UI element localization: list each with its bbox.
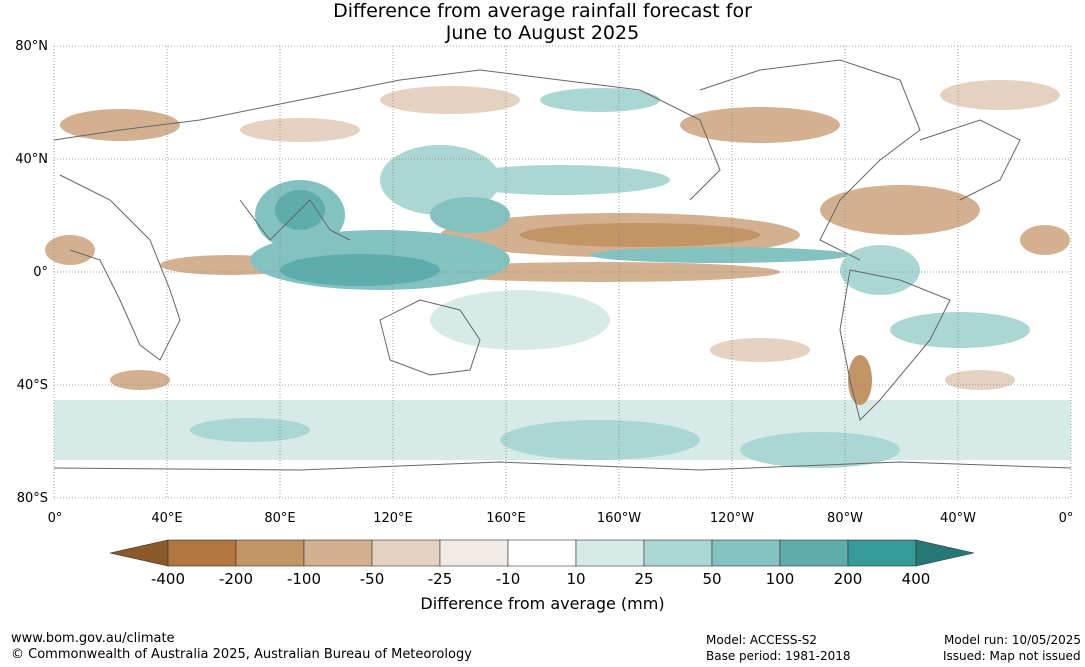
colorbar-segment: [711, 539, 781, 567]
colorbar-tick-label: -25: [427, 570, 453, 588]
eurasia-north-coast: [53, 69, 721, 201]
dry-patch: [680, 107, 840, 143]
lon-label-0: 0°: [47, 511, 63, 526]
wet-patch: [430, 290, 610, 350]
colorbar-tick-label: -50: [359, 570, 385, 588]
dry-patch: [240, 118, 360, 142]
europe-coast: [919, 119, 1021, 201]
footer-model: Model: ACCESS-S2: [706, 633, 818, 647]
dry-patch: [380, 86, 520, 114]
colorbar-segment: [507, 539, 577, 567]
colorbar-tick-label: -400: [150, 570, 186, 588]
lon-label-120e: 120°E: [373, 511, 413, 526]
colorbar-segment: [847, 539, 917, 567]
colorbar-segment: [575, 539, 645, 567]
wet-patch: [890, 312, 1030, 348]
dry-patch: [848, 355, 872, 405]
dry-patch: [710, 338, 810, 362]
map-title-line1: Difference from average rainfall forecas…: [333, 0, 752, 22]
wet-patch: [540, 88, 660, 112]
south-america-coast: [839, 269, 951, 421]
lon-label-40w: 40°W: [940, 511, 976, 526]
colorbar-tick-label: -100: [286, 570, 322, 588]
footer-model-run: Model run: 10/05/2025: [944, 633, 1082, 647]
lat-label-40s: 40°S: [16, 378, 48, 393]
footer-issued: Issued: Map not issued: [943, 649, 1081, 663]
colorbar-tick-label: 10: [566, 570, 586, 588]
colorbar-tick-label: 25: [634, 570, 654, 588]
lon-label-160w: 160°W: [596, 511, 642, 526]
colorbar-segment: [167, 539, 237, 567]
lat-label-80n: 80°N: [15, 39, 48, 54]
colorbar-segment: [235, 539, 305, 567]
colorbar-segment: [303, 539, 373, 567]
colorbar-extend-left: [109, 539, 169, 567]
wet-patch: [430, 197, 510, 233]
lon-label-40e: 40°E: [151, 511, 183, 526]
lat-label-80s: 80°S: [16, 491, 48, 506]
footer-copyright: © Commonwealth of Australia 2025, Austra…: [11, 647, 472, 662]
wet-patch: [450, 165, 670, 195]
africa-coast: [59, 174, 181, 361]
wet-patch: [740, 432, 900, 468]
colorbar-tick-label: 100: [765, 570, 795, 588]
colorbar: [109, 539, 975, 567]
dry-patch: [1020, 225, 1070, 255]
colorbar-extend-right: [915, 539, 975, 567]
colorbar-segment: [779, 539, 849, 567]
wet-patch: [280, 254, 440, 286]
wet-patch: [840, 245, 920, 295]
lon-label-0-east: 0°: [1058, 511, 1074, 526]
lon-label-80e: 80°E: [264, 511, 296, 526]
rainfall-anomaly-map: [45, 45, 1072, 499]
dry-patch: [945, 370, 1015, 390]
footer-website: www.bom.gov.au/climate: [11, 631, 175, 646]
colorbar-title: Difference from average (mm): [420, 594, 665, 613]
colorbar-tick-label: -10: [495, 570, 521, 588]
wet-patch: [590, 247, 850, 263]
colorbar-segment: [439, 539, 509, 567]
north-america-coast: [699, 59, 921, 261]
australia-coast: [379, 299, 481, 376]
lon-label-80w: 80°W: [827, 511, 863, 526]
dry-patch: [940, 80, 1060, 110]
colorbar-segment: [371, 539, 441, 567]
lat-label-40n: 40°N: [15, 152, 48, 167]
colorbar-segment: [643, 539, 713, 567]
lat-label-equator: 0°: [33, 265, 48, 280]
graticule: [53, 45, 1072, 499]
colorbar-tick-label: -200: [218, 570, 254, 588]
antarctica-coast: [53, 461, 1072, 471]
dry-patch: [110, 370, 170, 390]
wet-patch: [190, 418, 310, 442]
colorbar-tick-label: 400: [901, 570, 931, 588]
colorbar-tick-label: 50: [702, 570, 722, 588]
map-title-line2: June to August 2025: [445, 22, 640, 44]
dry-patch: [520, 223, 760, 247]
footer-base-period: Base period: 1981-2018: [706, 649, 851, 663]
wet-patch: [500, 420, 700, 460]
dry-patch: [60, 109, 180, 141]
lon-label-160e: 160°E: [486, 511, 526, 526]
colorbar-tick-label: 200: [833, 570, 863, 588]
dry-patch: [820, 185, 980, 235]
south-asia-coast: [239, 199, 351, 241]
coastlines: [53, 59, 1072, 471]
lon-label-120w: 120°W: [709, 511, 755, 526]
anomaly-shading: [45, 80, 1071, 468]
